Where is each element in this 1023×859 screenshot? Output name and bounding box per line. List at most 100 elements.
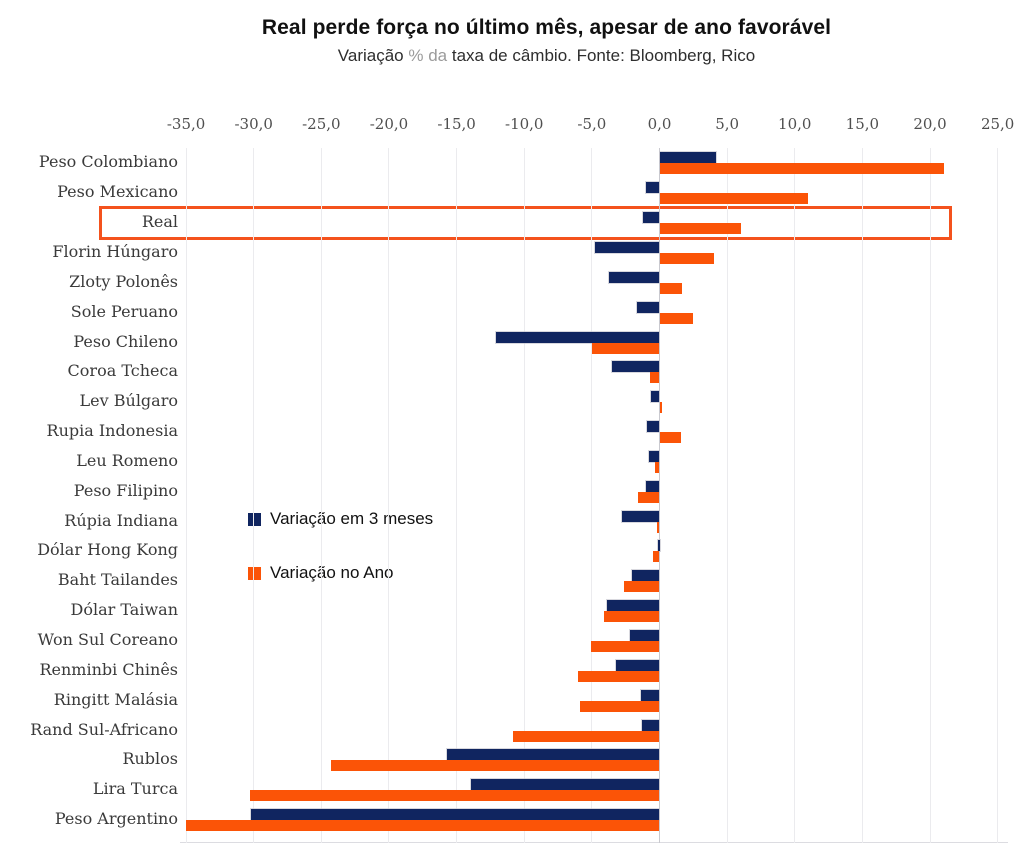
x-tick-label: -35,0	[166, 115, 206, 133]
bar-variacao-no-ano	[637, 491, 660, 503]
bar-variacao-3-meses	[657, 539, 661, 553]
gridline	[253, 148, 255, 843]
x-tick-label: 5,0	[715, 115, 740, 133]
category-label: Sole Peruano	[70, 301, 178, 321]
category-label: Peso Argentino	[54, 809, 178, 829]
subtitle-muted: % da	[408, 46, 448, 65]
x-tick-label: -15,0	[437, 115, 476, 133]
bar-variacao-no-ano	[659, 312, 694, 324]
category-label: Renminbi Chinês	[39, 659, 178, 679]
bar-variacao-no-ano	[659, 193, 809, 205]
x-tick-label: -25,0	[302, 115, 341, 133]
category-label: Baht Tailandes	[57, 570, 178, 590]
category-label: Peso Colombiano	[38, 152, 178, 172]
bar-variacao-no-ano	[513, 730, 660, 742]
bar-variacao-3-meses	[611, 360, 661, 374]
gridline	[185, 148, 187, 843]
legend-item-3-meses: Variação em 3 meses	[248, 509, 434, 528]
category-label: Leu Romeno	[76, 450, 178, 470]
gridline	[997, 148, 999, 843]
bar-variacao-3-meses	[658, 151, 718, 165]
category-label: Dólar Hong Kong	[37, 540, 178, 560]
category-label: Peso Chileno	[73, 331, 178, 351]
chart-header: Real perde força no último mês, apesar d…	[70, 16, 1023, 66]
subtitle-part2: taxa de câmbio. Fonte: Bloomberg, Rico	[451, 46, 756, 65]
bar-variacao-3-meses	[470, 778, 661, 792]
bar-variacao-no-ano	[330, 760, 660, 772]
bar-variacao-3-meses	[647, 449, 661, 463]
category-label: Ringitt Malásia	[53, 689, 178, 709]
gridline	[456, 148, 458, 843]
category-label: Zloty Polonês	[69, 271, 178, 291]
x-axis-baseline	[180, 842, 1008, 843]
category-label: Rupia Indonesia	[46, 421, 178, 441]
bar-variacao-3-meses	[628, 629, 661, 643]
legend-label-no-ano: Variação no Ano	[270, 563, 394, 582]
category-label: Real	[141, 212, 178, 232]
gridline	[591, 148, 593, 843]
bar-variacao-no-ano	[659, 402, 663, 414]
x-tick-label: -10,0	[505, 115, 544, 133]
category-label: Rúpia Indiana	[64, 510, 178, 530]
bar-variacao-3-meses	[593, 240, 661, 254]
bar-variacao-3-meses	[249, 808, 661, 822]
category-label: Peso Filipino	[73, 480, 178, 500]
chart-title: Real perde força no último mês, apesar d…	[261, 16, 832, 39]
bar-variacao-3-meses	[446, 748, 661, 762]
bar-variacao-3-meses	[605, 599, 661, 613]
bar-variacao-3-meses	[620, 509, 661, 523]
x-tick-label: -20,0	[369, 115, 409, 133]
legend-swatch-no-ano-icon	[248, 566, 261, 580]
x-tick-label: -30,0	[234, 115, 273, 133]
category-label: Rand Sul-Africano	[30, 719, 178, 739]
bar-variacao-3-meses	[646, 420, 661, 434]
bar-variacao-3-meses	[608, 270, 661, 284]
bar-variacao-no-ano	[186, 820, 660, 832]
bar-variacao-no-ano	[579, 700, 660, 712]
bar-variacao-no-ano	[659, 163, 944, 175]
zero-gridline	[659, 148, 660, 843]
bar-variacao-no-ano	[624, 581, 660, 593]
x-tick-label: 0,0	[647, 115, 672, 133]
bar-variacao-3-meses	[650, 390, 661, 404]
category-label: Lev Búlgaro	[79, 391, 178, 411]
bar-variacao-no-ano	[652, 551, 660, 563]
bar-variacao-3-meses	[631, 569, 661, 583]
bar-variacao-no-ano	[590, 641, 660, 653]
bar-variacao-3-meses	[494, 330, 661, 344]
bar-variacao-no-ano	[578, 670, 660, 682]
bar-variacao-3-meses	[642, 211, 661, 225]
x-tick-label: 20,0	[913, 115, 947, 133]
subtitle-part1: Variação	[337, 46, 404, 65]
gridline	[320, 148, 322, 843]
bar-variacao-3-meses	[645, 181, 661, 195]
gridline	[523, 148, 525, 843]
category-label: Won Sul Coreano	[37, 630, 178, 650]
bar-variacao-no-ano	[656, 521, 660, 533]
bar-variacao-no-ano	[249, 790, 660, 802]
legend-swatch-3-meses-icon	[248, 512, 261, 526]
bar-variacao-no-ano	[659, 252, 714, 264]
category-label: Florin Húngaro	[52, 241, 178, 261]
bar-variacao-no-ano	[655, 461, 660, 473]
chart-subtitle: Variação % da taxa de câmbio. Fonte: Blo…	[70, 46, 1023, 66]
bar-variacao-no-ano	[659, 223, 741, 235]
legend-label-3-meses: Variação em 3 meses	[270, 509, 434, 528]
bar-variacao-no-ano	[659, 282, 683, 294]
bar-variacao-3-meses	[635, 300, 661, 314]
bar-variacao-3-meses	[615, 658, 661, 672]
gridline	[794, 148, 796, 843]
category-label: Peso Mexicano	[57, 182, 178, 202]
bar-variacao-no-ano	[659, 432, 682, 444]
bar-variacao-no-ano	[591, 342, 660, 354]
category-label: Rublos	[122, 749, 178, 769]
bar-variacao-3-meses	[640, 718, 661, 732]
x-tick-label: 15,0	[845, 115, 880, 133]
x-tick-label: -5,0	[577, 115, 607, 133]
bar-variacao-3-meses	[639, 688, 661, 702]
gridline	[388, 148, 390, 843]
legend-item-no-ano: Variação no Ano	[248, 563, 394, 582]
gridline	[861, 148, 863, 843]
